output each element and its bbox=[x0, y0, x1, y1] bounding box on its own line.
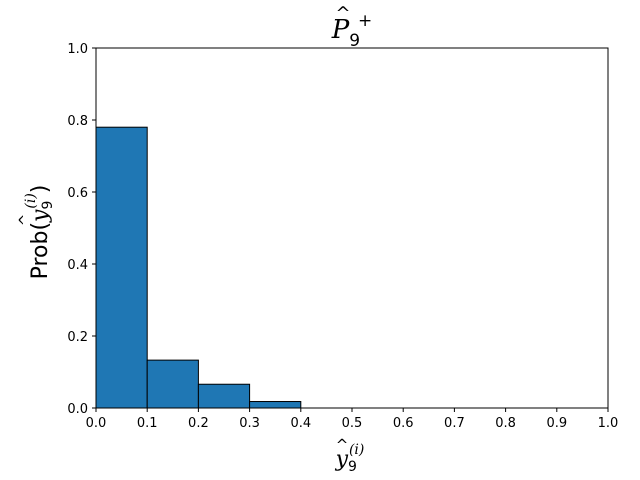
histogram-bar-0 bbox=[95, 126, 148, 409]
xlabel-base: y bbox=[335, 447, 349, 472]
x-axis-ticks: 0.0 0.1 0.2 0.3 0.4 0.5 0.6 0.7 0.8 0.9 1.0 bbox=[86, 408, 619, 431]
title-base: P bbox=[331, 15, 350, 45]
x-tick-label-8: 0.8 bbox=[495, 416, 516, 431]
xlabel-subscript: 9 bbox=[348, 459, 357, 475]
histogram-bar-2 bbox=[197, 383, 251, 409]
y-tick-label-0: 0.0 bbox=[67, 402, 88, 417]
title-superscript: + bbox=[358, 11, 372, 31]
ylabel-prefix: Prob( bbox=[28, 222, 53, 279]
y-tick-label-2: 0.4 bbox=[67, 258, 88, 273]
x-tick-label-2: 0.2 bbox=[188, 416, 209, 431]
x-tick-label-10: 1.0 bbox=[598, 416, 619, 431]
y-axis-label: Prob(y9(i)) ^ bbox=[16, 185, 56, 280]
x-tick-label-7: 0.7 bbox=[444, 416, 465, 431]
ylabel-suffix: ) bbox=[28, 185, 53, 194]
x-tick-label-1: 0.1 bbox=[137, 416, 158, 431]
xlabel-accent: ^ bbox=[336, 436, 349, 454]
svg-text:Prob(y9(i)): Prob(y9(i)) bbox=[23, 185, 56, 280]
y-axis-ticks: 0.0 0.2 0.4 0.6 0.8 1.0 bbox=[67, 42, 96, 417]
x-tick-label-9: 0.9 bbox=[546, 416, 567, 431]
y-tick-label-5: 1.0 bbox=[67, 42, 88, 57]
title-accent: ^ bbox=[335, 3, 350, 24]
histogram-bar-1 bbox=[146, 359, 199, 409]
chart-title: P9+ bbox=[331, 11, 373, 51]
x-tick-label-6: 0.6 bbox=[393, 416, 414, 431]
x-axis-label: y9(i) bbox=[335, 442, 365, 475]
y-tick-label-1: 0.2 bbox=[67, 330, 88, 345]
histogram-bar-3 bbox=[249, 401, 302, 409]
y-tick-label-3: 0.6 bbox=[67, 186, 88, 201]
x-tick-label-4: 0.4 bbox=[290, 416, 311, 431]
x-tick-label-3: 0.3 bbox=[239, 416, 260, 431]
xlabel-superscript: (i) bbox=[349, 442, 364, 458]
x-tick-label-5: 0.5 bbox=[342, 416, 363, 431]
ylabel-subscript: 9 bbox=[40, 201, 56, 210]
ylabel-accent: ^ bbox=[16, 214, 34, 227]
ylabel-superscript: (i) bbox=[23, 193, 39, 208]
ylabel-base: y bbox=[28, 209, 53, 223]
y-tick-label-4: 0.8 bbox=[67, 114, 88, 129]
x-tick-label-0: 0.0 bbox=[86, 416, 107, 431]
title-subscript: 9 bbox=[349, 31, 360, 51]
histogram-bars bbox=[95, 126, 302, 409]
